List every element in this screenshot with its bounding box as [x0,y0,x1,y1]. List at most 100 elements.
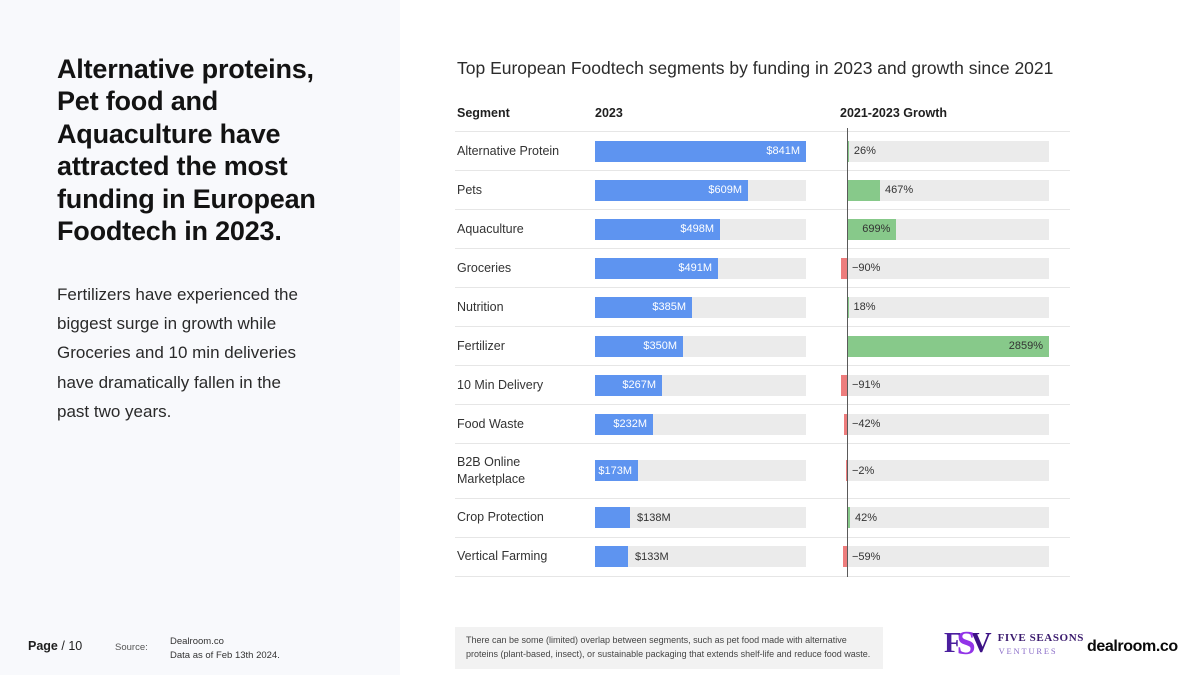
growth-cell: 26% [847,140,1049,162]
growth-track [847,218,1049,240]
funding-value: $350M [643,340,677,352]
funding-cell: $491M [595,257,806,279]
growth-bar [847,335,1049,357]
growth-bar [840,374,847,396]
funding-cell: $385M [595,296,806,318]
growth-bar [840,257,847,279]
slide-subtext: Fertilizers have experienced the biggest… [57,285,298,421]
slide-headline: Alternative proteins, Pet food and Aquac… [57,54,316,246]
funding-bar [595,507,630,529]
growth-value: 26% [853,145,876,157]
table-row: Food Waste $232M −42% [455,405,1070,444]
left-panel: Alternative proteins, Pet food and Aquac… [0,0,400,675]
segment-label: Crop Protection [457,510,544,525]
growth-value: −42% [852,418,881,430]
segment-label: Groceries [457,260,512,275]
footnote: There can be some (limited) overlap betw… [455,627,883,669]
growth-track [847,413,1049,435]
dealroom-logo: dealroom.co [1087,638,1178,655]
growth-value: −2% [852,464,875,477]
growth-value: −59% [852,550,881,563]
growth-value: 2859% [1008,340,1043,352]
funding-track [595,507,806,529]
segment-label: Aquaculture [457,221,524,236]
funding-cell: $267M [595,374,806,396]
growth-value: −91% [852,379,881,391]
funding-value: $232M [613,418,647,430]
table-row: Fertilizer $350M 2859% [455,327,1070,366]
header-2023: 2023 [595,106,623,120]
funding-value: $138M [637,511,671,524]
growth-value: 699% [862,223,891,235]
growth-cell: −90% [840,257,1049,279]
growth-bar [847,179,880,201]
segment-label: Vertical Farming [457,549,548,564]
page-label: Page [28,639,58,653]
funding-value: $491M [678,262,712,274]
funding-bar [595,179,748,201]
table-row: Vertical Farming $133M −59% [455,538,1070,577]
growth-cell: −91% [840,374,1049,396]
page-number: Page / 10 [28,639,82,653]
growth-cell: −42% [844,413,1049,435]
growth-cell: −2% [845,460,1049,482]
segment-label: Food Waste [457,416,524,431]
growth-track [847,507,1049,529]
fsv-wordmark: FIVE SEASONS VENTURES [998,629,1084,656]
source-text: Dealroom.co Data as of Feb 13th 2024. [170,636,280,662]
funding-cell: $350M [595,335,806,357]
growth-cell: 18% [847,296,1049,318]
segment-label: Fertilizer [457,338,505,353]
chart-rows: Alternative Protein $841M 26% Pets $609M 467%… [455,128,1070,577]
growth-track [847,460,1049,482]
growth-value: 42% [854,511,877,524]
funding-track [595,460,806,482]
fsv-subname: VENTURES [998,646,1058,656]
funding-cell: $498M [595,218,806,240]
funding-value: $498M [680,223,714,235]
growth-track [847,140,1049,162]
growth-value: 18% [853,301,876,313]
growth-cell: 42% [847,507,1049,529]
segment-label: B2B Online Marketplace [457,455,526,486]
growth-bar [845,460,847,482]
growth-cell: 467% [847,179,1049,201]
growth-value: 467% [884,184,914,196]
chart-title: Top European Foodtech segments by fundin… [457,58,1054,78]
growth-cell: −59% [842,546,1049,568]
page-value: / 10 [61,639,83,653]
growth-bar [847,507,850,529]
fsv-monogram-icon: F S V [944,625,992,663]
funding-bar [595,374,662,396]
funding-cell: $232M [595,413,806,435]
funding-bar [595,546,628,568]
segment-label: Alternative Protein [457,143,560,158]
growth-zero-baseline [847,128,848,577]
table-row: Nutrition $385M 18% [455,288,1070,327]
segment-label: Pets [457,182,483,197]
funding-bar [595,413,653,435]
funding-cell: $173M [595,460,806,482]
growth-cell: 2859% [847,335,1049,357]
table-row: Alternative Protein $841M 26% [455,132,1070,171]
growth-bar [842,546,847,568]
growth-track [847,179,1049,201]
growth-track [847,374,1049,396]
fsv-letter-s: S [956,625,976,662]
funding-cell: $841M [595,140,806,162]
growth-track [847,296,1049,318]
funding-bar [595,335,683,357]
five-seasons-ventures-logo: F S V FIVE SEASONS VENTURES [944,625,1084,663]
funding-bar [595,218,720,240]
funding-cell: $138M [595,507,806,529]
growth-track [847,257,1049,279]
funding-value: $841M [766,145,800,157]
funding-track [595,546,806,568]
table-row: Pets $609M 467% [455,171,1070,210]
header-growth: 2021-2023 Growth [840,106,947,120]
funding-bar [595,296,692,318]
funding-value: $385M [652,301,686,313]
table-row: B2B Online Marketplace $173M −2% [455,444,1070,499]
funding-cell: $133M [595,546,806,568]
